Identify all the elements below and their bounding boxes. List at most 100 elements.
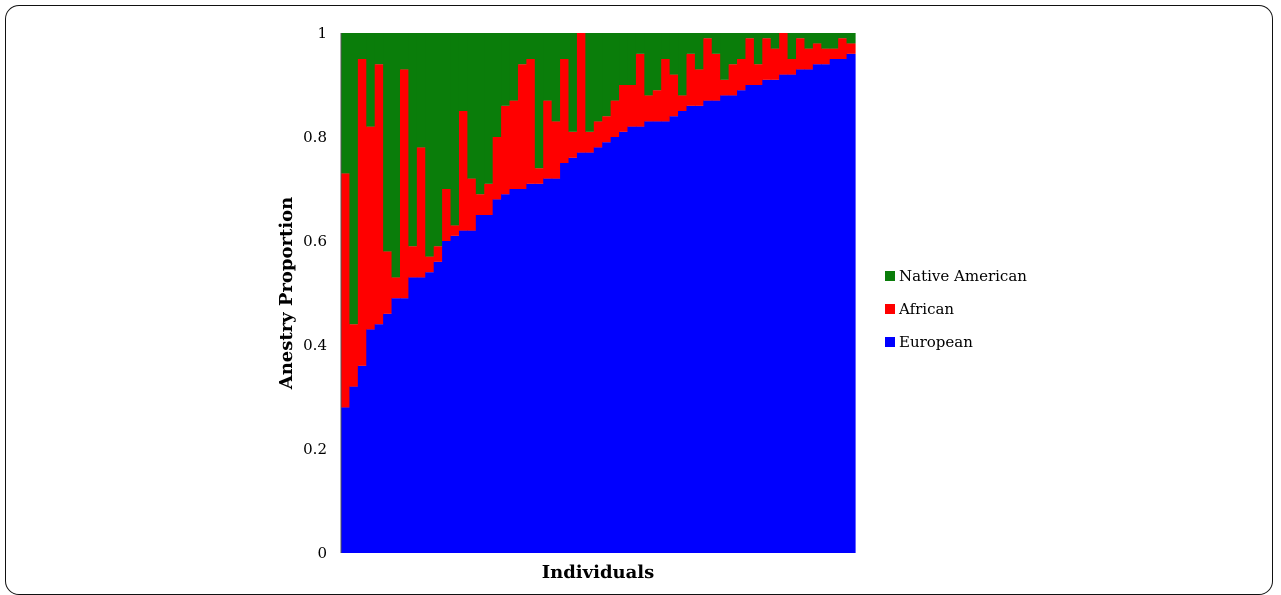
bar-segment-native-american bbox=[711, 33, 721, 54]
bar-segment-african bbox=[399, 69, 410, 299]
bar-segment-european bbox=[399, 298, 410, 553]
bar-segment-european bbox=[644, 121, 654, 554]
bar-segment-african bbox=[728, 64, 738, 96]
bar-segment-european bbox=[703, 100, 713, 553]
bar-segment-european bbox=[568, 157, 578, 554]
bar-segment-european bbox=[779, 74, 789, 553]
bar-segment-native-american bbox=[669, 33, 679, 75]
bar-segment-european bbox=[442, 241, 452, 553]
legend: Native American African European bbox=[885, 267, 1027, 351]
bar-segment-african bbox=[686, 53, 696, 106]
bar-segment-european bbox=[737, 90, 747, 553]
bar-segment-european bbox=[661, 121, 671, 554]
bar-segment-african bbox=[762, 38, 772, 80]
bar-segment-european bbox=[838, 59, 848, 553]
bar-segment-european bbox=[551, 178, 561, 553]
bar-segment-african bbox=[770, 48, 780, 80]
bar-segment-native-american bbox=[652, 33, 662, 91]
bar-segment-native-american bbox=[593, 33, 603, 122]
bar-segment-native-american bbox=[383, 33, 393, 252]
bar-segment-african bbox=[484, 183, 494, 215]
bar-segment-native-american bbox=[425, 33, 435, 257]
bar-segment-native-american bbox=[517, 33, 527, 65]
bar-segment-african bbox=[391, 277, 401, 299]
bar-segment-african bbox=[442, 189, 452, 241]
bar-segment-african bbox=[450, 225, 460, 236]
bar-segment-native-american bbox=[829, 33, 839, 49]
bar-segment-european bbox=[762, 79, 772, 554]
bar-segment-african bbox=[517, 64, 527, 189]
bar-segment-native-american bbox=[585, 33, 595, 132]
bar-segment-african bbox=[475, 194, 485, 215]
bar-segment-european bbox=[627, 126, 637, 553]
bars-layer bbox=[341, 33, 856, 554]
bar-segment-native-american bbox=[492, 33, 502, 137]
bar-segment-european bbox=[467, 230, 477, 553]
bar-segment-european bbox=[526, 183, 536, 554]
bar-segment-african bbox=[357, 59, 367, 366]
bar-segment-african bbox=[585, 131, 595, 153]
bar-segment-european bbox=[686, 105, 696, 554]
bar-segment-native-american bbox=[703, 33, 713, 39]
bar-segment-native-american bbox=[737, 33, 747, 59]
bar-segment-european bbox=[812, 64, 822, 553]
y-axis-title: Anestry Proportion bbox=[276, 197, 297, 391]
bar-segment-african bbox=[425, 256, 435, 273]
bar-segment-native-american bbox=[787, 33, 797, 59]
bar-segment-european bbox=[711, 100, 721, 553]
bar-segment-african bbox=[745, 38, 755, 85]
bar-segment-native-american bbox=[458, 33, 468, 111]
bar-segment-native-american bbox=[610, 33, 620, 101]
legend-swatch bbox=[885, 271, 895, 281]
y-tick-labels: 0 0.2 0.4 0.6 0.8 1 bbox=[303, 24, 327, 562]
bar-segment-european bbox=[450, 235, 460, 554]
bar-segment-european bbox=[366, 329, 376, 553]
bar-segment-european bbox=[635, 126, 645, 553]
bar-segment-native-american bbox=[619, 33, 629, 85]
bar-segment-african bbox=[661, 59, 671, 122]
bar-segment-native-american bbox=[433, 33, 443, 247]
legend-label: European bbox=[899, 333, 973, 351]
bar-segment-african bbox=[796, 38, 806, 70]
bar-segment-african bbox=[610, 100, 620, 137]
bar-segment-native-american bbox=[366, 33, 376, 127]
y-tick-label: 0 bbox=[317, 544, 327, 562]
bar-segment-african bbox=[652, 90, 662, 122]
bar-segment-european bbox=[374, 324, 384, 553]
bar-segment-african bbox=[568, 131, 578, 158]
bar-segment-native-american bbox=[399, 33, 410, 70]
bar-segment-native-american bbox=[568, 33, 578, 132]
bar-segment-african bbox=[694, 69, 704, 106]
bar-segment-native-american bbox=[560, 33, 570, 59]
bar-segment-european bbox=[728, 95, 738, 554]
bar-segment-european bbox=[619, 131, 629, 554]
legend-swatch bbox=[885, 337, 895, 347]
bar-segment-african bbox=[349, 324, 359, 387]
bar-segment-european bbox=[804, 69, 814, 554]
bar-segment-native-american bbox=[846, 33, 856, 44]
bar-segment-native-american bbox=[720, 33, 730, 80]
bar-segment-native-american bbox=[551, 33, 561, 122]
bar-segment-native-american bbox=[534, 33, 544, 169]
bar-segment-african bbox=[560, 59, 570, 163]
bar-segment-african bbox=[366, 126, 376, 330]
bar-segment-native-american bbox=[804, 33, 814, 49]
bar-segment-native-american bbox=[374, 33, 384, 65]
bar-segment-african bbox=[543, 100, 553, 179]
bar-segment-african bbox=[576, 33, 586, 153]
bar-segment-native-american bbox=[635, 33, 645, 54]
bar-segment-african bbox=[779, 33, 789, 75]
bar-segment-european bbox=[484, 215, 494, 553]
bar-segment-african bbox=[838, 38, 848, 59]
bar-segment-african bbox=[678, 95, 688, 111]
bar-segment-native-american bbox=[661, 33, 671, 59]
bar-segment-native-american bbox=[408, 33, 418, 247]
bar-segment-european bbox=[475, 215, 485, 553]
bar-segment-native-american bbox=[501, 33, 511, 106]
bar-segment-african bbox=[458, 111, 468, 231]
bar-segment-african bbox=[467, 178, 477, 231]
bar-segment-african bbox=[787, 59, 797, 75]
bar-segment-european bbox=[416, 277, 426, 553]
bar-segment-native-american bbox=[753, 33, 763, 65]
